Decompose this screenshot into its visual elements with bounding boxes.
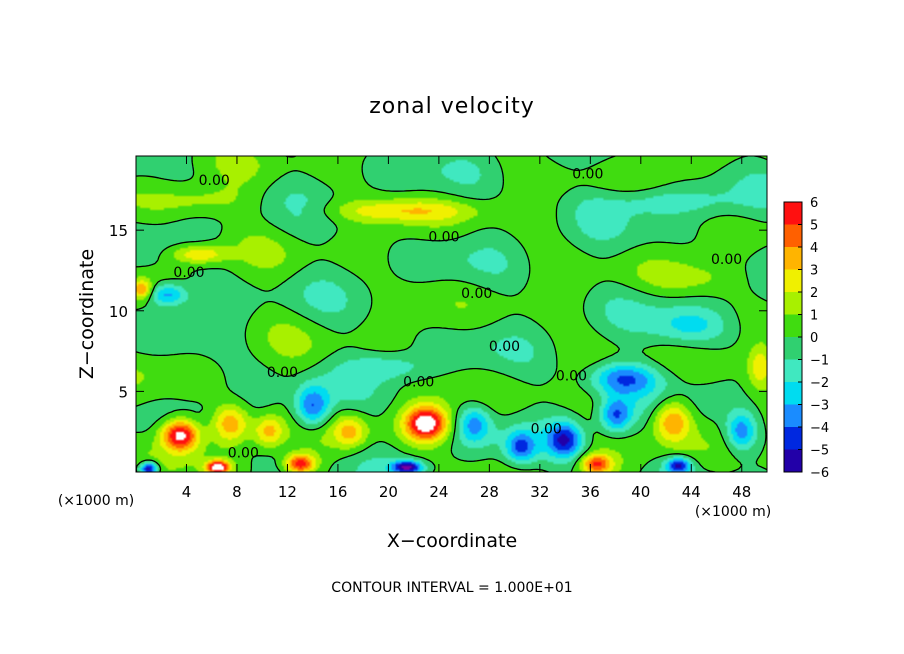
contour-label: 0.00 — [531, 422, 562, 438]
colorbar-band — [784, 404, 802, 427]
colorbar-band — [784, 224, 802, 247]
colorbar-tick-label: 6 — [810, 196, 818, 211]
y-axis-label: Z−coordinate — [76, 249, 98, 379]
colorbar-tick-label: 0 — [810, 331, 818, 346]
velocity-field — [136, 156, 767, 472]
colorbar-tick-label: 4 — [810, 241, 818, 256]
x-unit-left: (×1000 m) — [58, 493, 134, 509]
colorbar-band — [784, 427, 802, 450]
x-tick-label: 44 — [682, 483, 701, 501]
chart-title: zonal velocity — [369, 94, 535, 119]
plot-area: 0.00 0.00 0.00 0.00 0.00 0.00 0.00 0.00 0.00 0.00… — [109, 155, 768, 501]
x-tick-label: 16 — [328, 483, 347, 501]
colorbar-bands — [784, 202, 802, 472]
contour-label: 0.00 — [461, 286, 492, 302]
contour-label: 0.00 — [711, 252, 742, 268]
colorbar-tick-label: 3 — [810, 264, 818, 279]
colorbar-tick-label: −4 — [810, 421, 829, 436]
x-tick-label: 20 — [379, 483, 398, 501]
x-tick-label: 8 — [232, 483, 242, 501]
colorbar-band — [784, 449, 802, 472]
contour-label: 0.00 — [489, 339, 520, 355]
colorbar-band — [784, 292, 802, 315]
colorbar-band — [784, 359, 802, 382]
contour-label: 0.00 — [199, 173, 230, 189]
colorbar-tick-label: 2 — [810, 286, 818, 301]
contour-label-layer: 0.00 0.00 0.00 0.00 0.00 0.00 0.00 0.00 0.00 0.00… — [173, 167, 742, 462]
y-axis-ticks: 5 10 15 — [109, 222, 767, 401]
y-tick-label: 10 — [109, 303, 128, 321]
x-axis-ticks: 4 8 12 16 20 24 28 32 36 40 44 48 — [182, 156, 751, 501]
colorbar-band — [784, 337, 802, 360]
contour-label: 0.00 — [403, 375, 434, 391]
colorbar-ticks: 6 5 4 3 2 1 0 −1 −2 −3 −4 −5 −6 — [798, 196, 829, 481]
x-tick-label: 40 — [631, 483, 650, 501]
x-axis-label: X−coordinate — [387, 530, 517, 552]
colorbar-tick-label: −6 — [810, 466, 829, 481]
plot-frame — [135, 155, 768, 473]
colorbar-band — [784, 269, 802, 292]
colorbar-band — [784, 247, 802, 270]
colorbar-tick-label: −2 — [810, 376, 829, 391]
colorbar-tick-label: −3 — [810, 399, 829, 414]
colorbar-tick-label: −5 — [810, 444, 829, 459]
x-tick-label: 4 — [182, 483, 192, 501]
contour-interval-note: CONTOUR INTERVAL = 1.000E+01 — [331, 580, 572, 596]
contour-label: 0.00 — [556, 368, 587, 384]
contour-label: 0.00 — [572, 167, 603, 183]
colorbar-band — [784, 202, 802, 225]
y-tick-label: 15 — [109, 222, 128, 240]
colorbar: 6 5 4 3 2 1 0 −1 −2 −3 −4 −5 −6 — [783, 196, 829, 481]
x-tick-label: 32 — [530, 483, 549, 501]
x-tick-label: 28 — [480, 483, 499, 501]
colorbar-tick-label: 1 — [810, 309, 818, 324]
x-tick-label: 12 — [278, 483, 297, 501]
colorbar-tick-label: −1 — [810, 354, 829, 369]
x-tick-label: 36 — [581, 483, 600, 501]
contour-label: 0.00 — [428, 230, 459, 246]
contour-label: 0.00 — [228, 446, 259, 462]
colorbar-band — [784, 314, 802, 337]
x-unit-right: (×1000 m) — [695, 504, 771, 520]
colorbar-tick-label: 5 — [810, 219, 818, 234]
contour-label: 0.00 — [173, 265, 204, 281]
contour-label: 0.00 — [267, 365, 298, 381]
y-tick-label: 5 — [118, 383, 128, 401]
colorbar-band — [784, 382, 802, 405]
x-tick-label: 24 — [429, 483, 448, 501]
x-tick-label: 48 — [732, 483, 751, 501]
